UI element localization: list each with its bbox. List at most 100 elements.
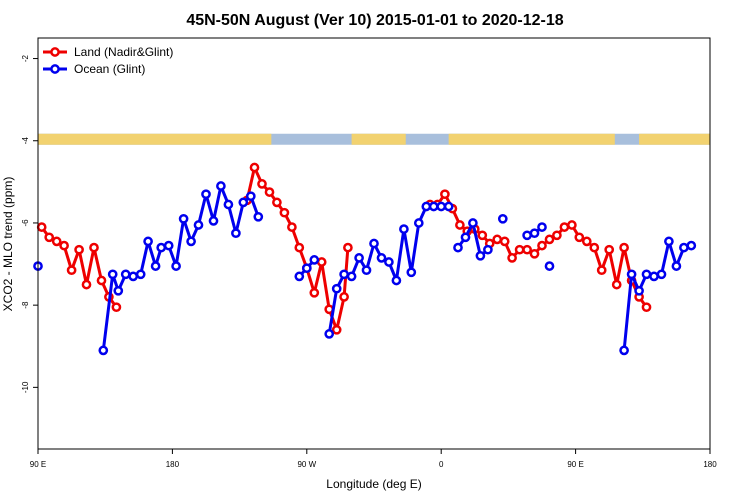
x-tick-label-2: 90 W (297, 460, 316, 469)
legend-land-marker (50, 47, 60, 57)
legend-ocean-marker (50, 64, 60, 74)
strip-land-band-2 (448, 133, 615, 145)
y-tick-label-1: -4 (21, 137, 30, 145)
series-1-point-4-4 (483, 244, 493, 255)
series-0-point-2-11 (507, 253, 517, 263)
series-1-point-1-8 (156, 242, 167, 253)
series-1-point-1-4 (128, 271, 139, 282)
series-1-point-8-7 (671, 261, 682, 271)
series-0-point-1-10 (316, 257, 327, 267)
series-1-point-2-1 (301, 263, 312, 274)
series-1 (33, 181, 697, 356)
y-axis-title: XCO2 - MLO trend (ppm) (1, 177, 15, 312)
series-0-point-2-9 (492, 234, 503, 245)
series-1-point-2-0 (294, 271, 305, 282)
series-1-point-3-9 (391, 275, 402, 286)
series-1-point-1-17 (223, 199, 234, 210)
series-1-point-3-7 (376, 253, 387, 263)
series-1-point-3-1 (331, 283, 342, 294)
series-0-point-0-5 (74, 244, 84, 255)
series-0-point-2-15 (537, 240, 547, 251)
y-tick-label-4: -10 (21, 381, 30, 393)
series-1-point-4-2 (468, 218, 478, 228)
series-0-point-0-1 (44, 232, 55, 243)
series-0-point-2-24 (604, 244, 615, 255)
y-tick-label-3: -8 (21, 301, 30, 309)
series-1-point-3-6 (369, 238, 379, 249)
series-0-point-2-22 (589, 242, 600, 253)
series-1-point-1-3 (120, 269, 131, 280)
series-0-point-1-13 (339, 292, 349, 302)
series-0-point-0-10 (111, 302, 122, 313)
series-1-point-3-13 (421, 201, 432, 212)
x-tick-label-4: 90 E (567, 460, 583, 469)
series-0-point-1-2 (257, 179, 267, 189)
series-1-point-3-2 (339, 269, 349, 280)
x-axis-title: Longitude (deg E) (326, 477, 421, 491)
series-0-point-1-5 (279, 207, 290, 218)
series-0-point-2-25 (611, 279, 622, 290)
series-1-point-8-0 (619, 345, 629, 356)
series-1-point-3-15 (436, 201, 447, 212)
series-1-point-7-0 (544, 261, 555, 271)
series-0-point-2-18 (559, 222, 570, 232)
series-1-point-1-19 (238, 197, 249, 208)
series-0-point-2-10 (499, 236, 510, 247)
series-1-point-1-6 (143, 236, 153, 247)
series-0-point-0-8 (96, 275, 107, 286)
x-tick-label-3: 0 (439, 460, 444, 469)
series-1-point-8-9 (686, 240, 697, 251)
land-ocean-strip (38, 133, 710, 145)
series-0-point-1-9 (309, 287, 320, 298)
series-1-point-1-21 (253, 211, 264, 222)
series-1-point-2-2 (309, 255, 320, 265)
series-1-point-3-12 (413, 218, 424, 228)
series-0-point-0-6 (81, 279, 92, 290)
series-0-point-0-7 (89, 242, 99, 253)
series-0-point-1-6 (287, 222, 297, 232)
series-0-point-2-23 (596, 265, 607, 276)
series-1-point-1-14 (201, 189, 211, 200)
y-axis: -2 -4 -6 -8 -10 (21, 54, 38, 393)
series-1-point-1-1 (107, 269, 118, 280)
series-1-point-8-4 (649, 271, 659, 282)
series-0-point-2-26 (619, 242, 629, 253)
x-tick-label-0: 90 E (30, 460, 46, 469)
series-0-point-2-7 (477, 230, 488, 241)
series-0-point-0-4 (66, 265, 77, 276)
series-0-point-2-21 (581, 236, 592, 247)
x-axis: 90 E 180 90 W 0 90 E 180 (30, 449, 717, 469)
series-1-point-3-16 (443, 201, 454, 212)
series-1-point-1-11 (178, 213, 189, 224)
legend: Land (Nadir&Glint) Ocean (Glint) (43, 45, 173, 76)
legend-land-label: Land (Nadir&Glint) (74, 45, 173, 59)
series-1-point-1-10 (171, 261, 181, 271)
series-0-point-0-3 (59, 240, 69, 251)
series-1-point-1-12 (186, 236, 196, 247)
y-tick-label-0: -2 (21, 54, 30, 62)
series-0-point-2-4 (455, 220, 465, 230)
series-1-point-3-10 (399, 224, 409, 234)
series-1-point-4-0 (453, 242, 463, 253)
series-0-point-2-16 (544, 234, 555, 245)
series-0-point-1-4 (272, 197, 282, 208)
series-0-point-1-1 (249, 162, 260, 173)
series-0 (36, 162, 652, 335)
series-1-point-1-16 (216, 181, 226, 191)
series-layer (33, 162, 697, 356)
series-0-point-0-2 (51, 236, 62, 247)
series-1-point-1-18 (231, 228, 241, 239)
series-0-point-2-29 (641, 302, 652, 313)
series-1-point-1-7 (150, 261, 161, 271)
series-1-point-1-15 (208, 216, 219, 226)
series-1-point-8-6 (664, 236, 674, 247)
series-0-point-2-20 (574, 232, 585, 243)
series-1-point-3-14 (428, 201, 439, 212)
chart-title: 45N-50N August (Ver 10) 2015-01-01 to 20… (186, 12, 563, 29)
series-1-point-8-3 (641, 269, 652, 280)
series-1-point-1-2 (113, 285, 124, 296)
series-1-point-8-1 (626, 269, 637, 280)
series-0-point-2-19 (567, 220, 577, 230)
series-0-point-2-13 (522, 244, 532, 255)
x-tick-label-1: 180 (166, 460, 180, 469)
